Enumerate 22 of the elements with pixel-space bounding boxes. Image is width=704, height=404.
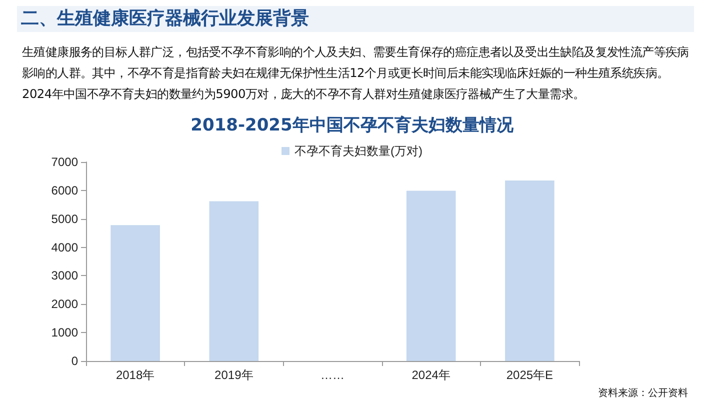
y-tick-label: 0 xyxy=(71,354,78,368)
y-tick-label: 2000 xyxy=(51,297,78,312)
y-tick-label: 1000 xyxy=(51,326,78,340)
chart-title: 2018-2025年中国不孕不育夫妇数量情况 xyxy=(190,114,514,136)
x-tick-label: …… xyxy=(320,368,344,382)
x-tick-label: 2018年 xyxy=(116,368,155,382)
x-tick-label: 2024年 xyxy=(412,368,450,382)
text: 生殖健康服务的目标人群广泛，包括受不孕不育影响的个人及夫妇、需要生育保存的癌症患者以及受出生缺陷及复发性流产等疾病影响的人群。其中，不孕不育是指育龄夫妇在规律无保护性生活12个月或更长时间后未能实现临床妊娠的一种生殖系统疾病。2024年中国不孕不育夫妇的数量约为5900万对，庞大的不孕不育人群对生殖健康医疗器械产生了大量需求。 xyxy=(22,44,690,103)
bar xyxy=(406,190,456,361)
bar xyxy=(505,180,554,361)
y-tick-label: 6000 xyxy=(51,183,78,198)
legend-label: 不孕不育夫妇数量(万对) xyxy=(294,144,423,158)
bar xyxy=(209,201,259,361)
y-tick-label: 7000 xyxy=(51,155,78,169)
x-tick-label: 2019年 xyxy=(214,368,254,382)
y-tick-label: 4000 xyxy=(51,240,78,254)
chart-subtitle: 二、生殖健康医疗器械行业发展背景 xyxy=(17,6,694,32)
bar xyxy=(110,225,160,361)
x-tick-label: 2025年E xyxy=(506,368,554,382)
y-tick-label: 3000 xyxy=(51,268,78,283)
y-tick-label: 5000 xyxy=(51,212,78,226)
text: 资料来源：公开资料 xyxy=(598,386,688,400)
